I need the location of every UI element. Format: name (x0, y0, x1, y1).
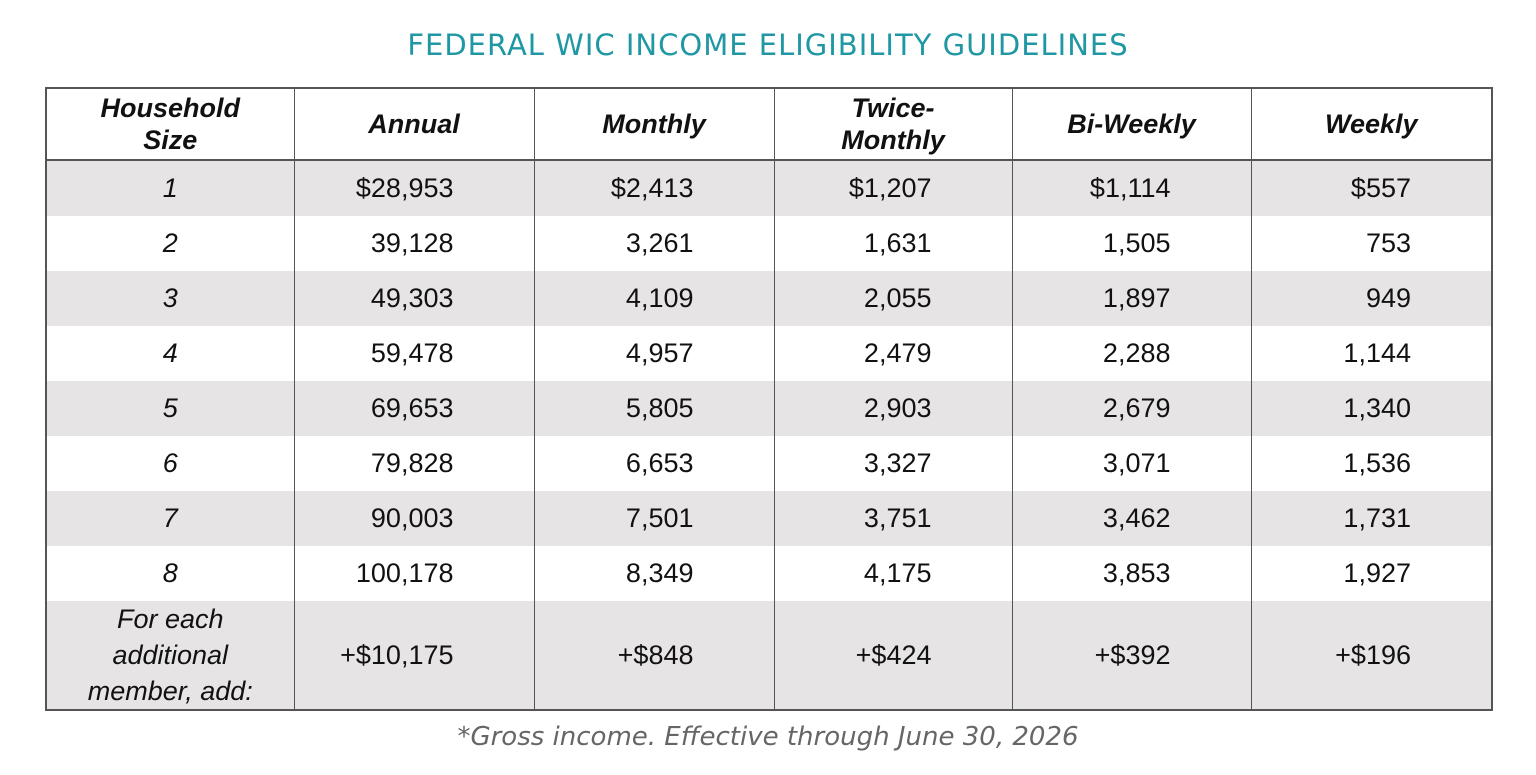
cell-bi-weekly: 3,071 (1012, 436, 1252, 491)
cell-household-size: 2 (46, 216, 295, 271)
cell-annual: 69,653 (294, 381, 535, 436)
cell-monthly: 7,501 (534, 491, 775, 546)
footnote: *Gross income. Effective through June 30… (457, 722, 1079, 752)
table-row: 1 $28,953 $2,413 $1,207 $1,114 $557 (46, 160, 1492, 216)
cell-annual: 39,128 (294, 216, 535, 271)
cell-twice-monthly: 2,479 (774, 326, 1013, 381)
cell-household-size: For each additional member, add: (46, 601, 295, 710)
cell-bi-weekly: 1,505 (1012, 216, 1252, 271)
cell-household-size: 6 (46, 436, 295, 491)
cell-household-size: 4 (46, 326, 295, 381)
cell-annual: 79,828 (294, 436, 535, 491)
cell-weekly: +$196 (1251, 601, 1492, 710)
cell-annual: 59,478 (294, 326, 535, 381)
cell-bi-weekly: 2,679 (1012, 381, 1252, 436)
page-title: FEDERAL WIC INCOME ELIGIBILITY GUIDELINE… (407, 28, 1129, 62)
cell-twice-monthly: 2,055 (774, 271, 1013, 326)
cell-twice-monthly: $1,207 (774, 160, 1013, 216)
cell-bi-weekly: $1,114 (1012, 160, 1252, 216)
cell-weekly: 1,731 (1251, 491, 1492, 546)
cell-twice-monthly: 1,631 (774, 216, 1013, 271)
table-row: 4 59,478 4,957 2,479 2,288 1,144 (46, 326, 1492, 381)
table-row: 2 39,128 3,261 1,631 1,505 753 (46, 216, 1492, 271)
cell-household-size: 8 (46, 546, 295, 601)
table-row: 5 69,653 5,805 2,903 2,679 1,340 (46, 381, 1492, 436)
header-household-size: Household Size (46, 88, 295, 161)
cell-twice-monthly: +$424 (774, 601, 1013, 710)
cell-weekly: 1,536 (1251, 436, 1492, 491)
cell-twice-monthly: 2,903 (774, 381, 1013, 436)
cell-bi-weekly: 2,288 (1012, 326, 1252, 381)
cell-annual: 100,178 (294, 546, 535, 601)
cell-annual: $28,953 (294, 160, 535, 216)
eligibility-table-container: Household Size Annual Monthly Twice-Mont… (45, 87, 1493, 711)
cell-household-size: 5 (46, 381, 295, 436)
table-row-additional-member: For each additional member, add: +$10,17… (46, 601, 1492, 710)
cell-bi-weekly: 3,853 (1012, 546, 1252, 601)
table-row: 7 90,003 7,501 3,751 3,462 1,731 (46, 491, 1492, 546)
header-annual: Annual (294, 88, 535, 161)
cell-bi-weekly: 3,462 (1012, 491, 1252, 546)
cell-monthly: +$848 (534, 601, 775, 710)
cell-monthly: $2,413 (534, 160, 775, 216)
cell-weekly: 1,144 (1251, 326, 1492, 381)
cell-monthly: 8,349 (534, 546, 775, 601)
cell-monthly: 5,805 (534, 381, 775, 436)
eligibility-table: Household Size Annual Monthly Twice-Mont… (45, 87, 1493, 711)
header-weekly: Weekly (1251, 88, 1492, 161)
cell-monthly: 4,109 (534, 271, 775, 326)
cell-weekly: 1,927 (1251, 546, 1492, 601)
table-row: 6 79,828 6,653 3,327 3,071 1,536 (46, 436, 1492, 491)
cell-twice-monthly: 3,751 (774, 491, 1013, 546)
header-bi-weekly: Bi-Weekly (1012, 88, 1252, 161)
cell-household-size: 1 (46, 160, 295, 216)
cell-annual: +$10,175 (294, 601, 535, 710)
header-monthly: Monthly (534, 88, 775, 161)
cell-twice-monthly: 4,175 (774, 546, 1013, 601)
table-header-row: Household Size Annual Monthly Twice-Mont… (46, 88, 1492, 161)
cell-annual: 49,303 (294, 271, 535, 326)
header-twice-monthly: Twice-Monthly (774, 88, 1013, 161)
cell-household-size: 7 (46, 491, 295, 546)
cell-bi-weekly: +$392 (1012, 601, 1252, 710)
cell-weekly: 1,340 (1251, 381, 1492, 436)
table-row: 8 100,178 8,349 4,175 3,853 1,927 (46, 546, 1492, 601)
cell-weekly: 949 (1251, 271, 1492, 326)
cell-monthly: 4,957 (534, 326, 775, 381)
cell-monthly: 6,653 (534, 436, 775, 491)
cell-weekly: $557 (1251, 160, 1492, 216)
cell-annual: 90,003 (294, 491, 535, 546)
cell-twice-monthly: 3,327 (774, 436, 1013, 491)
cell-weekly: 753 (1251, 216, 1492, 271)
cell-household-size: 3 (46, 271, 295, 326)
table-row: 3 49,303 4,109 2,055 1,897 949 (46, 271, 1492, 326)
cell-bi-weekly: 1,897 (1012, 271, 1252, 326)
cell-monthly: 3,261 (534, 216, 775, 271)
